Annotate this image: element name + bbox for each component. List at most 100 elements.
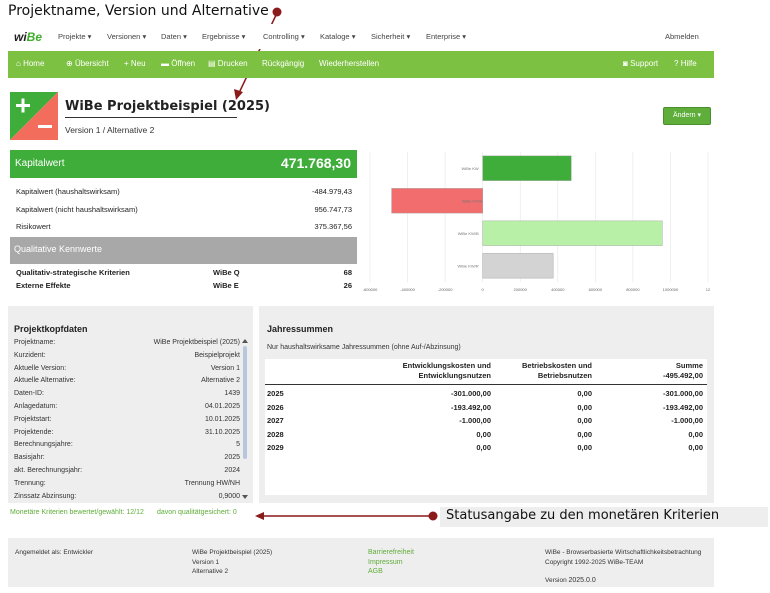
cell-operations: 0,00 — [577, 429, 592, 439]
wibe-logo[interactable]: wiBe — [14, 30, 42, 44]
cell-operations: 0,00 — [577, 389, 592, 398]
projektkopf-row: Zinssatz Abzinsung: 0,9000 — [14, 493, 240, 500]
question-icon: ? — [674, 59, 679, 68]
field-value: Trennung HW/NH — [184, 479, 240, 487]
chart-category-label: WiBe KW/A — [462, 198, 483, 203]
field-label: Daten-ID: — [14, 390, 44, 398]
kapitalwert-header: Kapitalwert 471.768,30 — [10, 150, 357, 178]
menu-kataloge[interactable]: Kataloge ▾ — [320, 32, 356, 41]
link-barrierefreiheit[interactable]: Barrierefreiheit — [368, 549, 414, 556]
home-button[interactable]: ⌂ Home — [16, 59, 45, 68]
kw-row-haushaltswirksam: Kapitalwert (haushaltswirksam) -484.979,4… — [16, 187, 352, 196]
field-label: Projektende: — [14, 428, 54, 436]
menu-daten[interactable]: Daten ▾ — [161, 32, 187, 41]
kapitalwert-value: 471.768,30 — [280, 155, 351, 171]
chart-tick-label: -400000 — [400, 287, 415, 292]
jahressummen-title: Jahressummen — [267, 324, 334, 334]
field-label: Basisjahr: — [14, 454, 45, 462]
cell-year: 2025 — [267, 389, 284, 398]
cell-sum: 0,00 — [688, 443, 703, 452]
chart-tick-label: -600000 — [363, 287, 378, 292]
redo-button[interactable]: Wiederherstellen — [319, 59, 380, 68]
chart-category-label: WiBe KW/B — [458, 231, 479, 236]
project-version-alternative: Version 1 / Alternative 2 — [65, 125, 155, 135]
folder-icon: ▬ — [161, 59, 169, 68]
cell-development: 0,00 — [476, 443, 491, 452]
home-icon: ⌂ — [16, 59, 21, 68]
footer-project: WiBe Projektbeispiel (2025) Version 1 Alte… — [192, 549, 273, 575]
field-value: 2024 — [224, 467, 240, 474]
cell-operations: 0,00 — [577, 443, 592, 452]
menu-ergebnisse[interactable]: Ergebnisse ▾ — [202, 32, 246, 41]
globe-icon: ⊕ — [66, 59, 73, 68]
jahressummen-note: Nur haushaltswirksame Jahressummen (ohne… — [267, 344, 461, 351]
footer-about: WiBe - Browserbasierte Wirtschaftlichkei… — [545, 549, 702, 566]
projektkopf-row: Projektende: 31.10.2025 — [14, 429, 240, 436]
field-label: Trennung: — [14, 479, 46, 487]
field-label: akt. Berechnungsjahr: — [14, 467, 83, 474]
arrow-head-bottom — [255, 512, 264, 520]
cell-development: -193.492,00 — [450, 402, 491, 412]
field-value: 04.01.2025 — [204, 403, 240, 410]
projektkopf-row: Anlagedatum: 04.01.2025 — [14, 403, 240, 410]
change-dropdown-button[interactable]: Ändern ▾ — [663, 107, 711, 125]
chart-tick-label: 400000 — [551, 287, 565, 292]
printer-icon: ▤ — [208, 59, 216, 68]
overview-button[interactable]: ⊕ Übersicht — [66, 59, 109, 68]
field-value: Beispielprojekt — [194, 351, 240, 359]
open-button[interactable]: ▬ Öffnen — [161, 59, 196, 68]
projektkopf-row: akt. Berechnungsjahr: 2024 — [14, 467, 240, 474]
print-button[interactable]: ▤ Drucken — [208, 59, 248, 68]
menu-versionen[interactable]: Versionen ▾ — [107, 32, 147, 41]
projektkopf-row: Projektname: WiBe Projektbeispiel (2025) — [14, 339, 240, 346]
toolbar: ⌂ Home ⊕ Übersicht + Neu ▬ Öffnen ▤ Druc… — [8, 51, 714, 78]
cell-development: -301.000,00 — [450, 389, 491, 398]
chart-category-label: WiBe KW/R — [458, 263, 479, 268]
projektkopfdaten-title: Projektkopfdaten — [14, 324, 88, 334]
footer-links: Barrierefreiheit Impressum AGB — [368, 548, 414, 577]
link-impressum[interactable]: Impressum — [368, 558, 403, 566]
logo-be: Be — [26, 30, 43, 44]
field-label: Kurzident: — [14, 351, 46, 359]
field-value: Version 1 — [210, 364, 240, 372]
field-value: 1439 — [224, 390, 240, 398]
chart-tick-label: 12 — [706, 287, 711, 292]
new-button[interactable]: + Neu — [124, 59, 146, 68]
chart-bar — [482, 220, 663, 246]
menu-sicherheit[interactable]: Sicherheit ▾ — [371, 32, 411, 41]
title-underline — [65, 117, 237, 118]
link-agb[interactable]: AGB — [368, 568, 383, 575]
jahressummen-panel: Jahressummen Nur haushaltswirksame Jahre… — [259, 306, 714, 503]
field-label: Berechnungsjahre: — [14, 441, 73, 449]
projektkopf-row: Trennung: Trennung HW/NH — [14, 480, 240, 487]
kw-row-nicht-haushaltswirksam: Kapitalwert (nicht haushaltswirksam) 956.… — [16, 205, 352, 214]
field-value: Alternative 2 — [201, 377, 240, 385]
cell-sum: 0,00 — [688, 429, 703, 439]
cell-year: 2029 — [267, 443, 284, 452]
logout-link[interactable]: Abmelden — [665, 32, 699, 41]
help-button[interactable]: ? Hilfe — [674, 59, 697, 68]
chart-bar — [482, 253, 554, 279]
support-button[interactable]: ◙ Support — [623, 59, 659, 68]
jahressummen-table: Entwicklungskosten und Entwicklungsnutzen… — [265, 359, 707, 495]
menu-projekte[interactable]: Projekte ▾ — [58, 32, 92, 41]
field-value: WiBe Projektbeispiel (2025) — [153, 339, 240, 346]
kapitalwert-chart: WiBe KW WiBe KW/A WiBe KW/B WiBe KW/R -60000… — [363, 152, 711, 292]
projektkopf-row: Aktuelle Version: Version 1 — [14, 365, 240, 372]
menu-controlling[interactable]: Controlling ▾ — [263, 32, 305, 41]
camera-icon: ◙ — [623, 59, 628, 68]
field-value: 5 — [236, 441, 240, 449]
undo-button[interactable]: Rückgängig — [262, 59, 305, 68]
plus-minus-icon — [10, 92, 58, 140]
chart-tick-label: 0 — [482, 287, 485, 292]
chart-tick-label: 1000000 — [663, 287, 679, 292]
kapitalwert-label: Kapitalwert — [15, 158, 65, 169]
field-value: 0,9000 — [218, 492, 240, 500]
projektkopf-scrollbar[interactable] — [242, 339, 248, 499]
cell-sum: -1.000,00 — [671, 416, 703, 425]
plus-icon: + — [124, 59, 129, 68]
qualitative-row-strategic: Qualitativ-strategische Kriterien WiBe Q… — [16, 268, 352, 277]
menu-enterprise[interactable]: Enterprise ▾ — [426, 32, 467, 41]
col-header-operations: Betriebskosten und Betriebsnutzen — [521, 361, 592, 380]
field-label: Aktuelle Alternative: — [14, 377, 76, 385]
